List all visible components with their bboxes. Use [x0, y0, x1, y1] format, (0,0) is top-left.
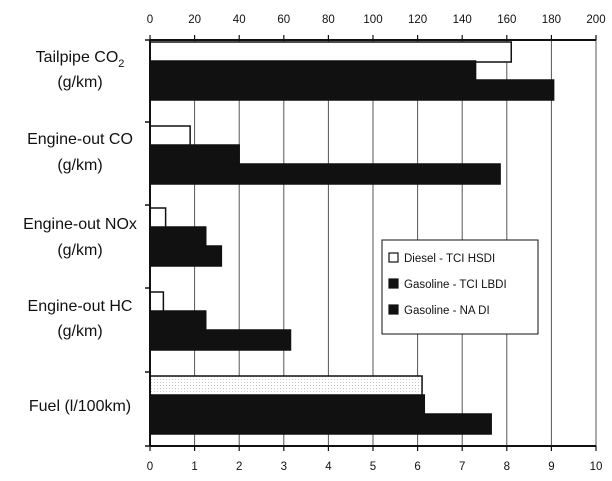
top-tick-label: 40: [233, 14, 246, 26]
category-label: (g/km): [57, 157, 102, 174]
top-tick-label: 20: [188, 14, 201, 26]
legend-box: [381, 239, 539, 335]
bar: [149, 163, 501, 185]
category-label: Engine-out CO: [27, 131, 133, 148]
top-axis-ticks: 0 20 40 60 80 100 120 140 160 180 200: [147, 14, 606, 40]
legend-label: Gasoline - TCI LBDI: [404, 279, 507, 291]
bar: [149, 329, 292, 351]
bar: [149, 375, 423, 397]
bottom-tick-label: 3: [281, 461, 287, 473]
bar: [149, 60, 477, 82]
legend-swatch: [388, 252, 399, 263]
category-label: (g/km): [57, 242, 102, 259]
top-tick-label: 0: [147, 14, 153, 26]
category-label-subscript: 2: [118, 58, 124, 70]
bar: [149, 79, 555, 101]
legend-label: Diesel - TCI HSDI: [404, 253, 495, 265]
bar: [149, 291, 165, 313]
bottom-tick-label: 9: [548, 461, 554, 473]
bottom-tick-label: 7: [459, 461, 465, 473]
top-tick-label: 60: [277, 14, 290, 26]
bottom-axis-ticks: 0 1 2 3 4 5 6 7 8 9 10: [147, 446, 603, 473]
category-label: Engine-out HC: [28, 298, 133, 315]
category-label: (g/km): [57, 74, 102, 91]
category-label: Fuel (l/100km): [29, 398, 131, 415]
bar: [149, 207, 167, 229]
bottom-tick-label: 6: [414, 461, 420, 473]
bar-marks: [149, 41, 555, 435]
bar: [149, 310, 207, 332]
bottom-tick-label: 1: [191, 461, 197, 473]
category-labels: Tailpipe CO2 (g/km) Engine-out CO (g/km) Eng…: [23, 49, 137, 415]
top-tick-label: 120: [408, 14, 427, 26]
bottom-tick-label: 10: [590, 461, 603, 473]
top-tick-label: 100: [363, 14, 382, 26]
top-tick-label: 80: [322, 14, 335, 26]
bottom-tick-label: 4: [325, 461, 332, 473]
bottom-tick-label: 2: [236, 461, 242, 473]
top-tick-label: 180: [542, 14, 561, 26]
bottom-tick-label: 8: [504, 461, 510, 473]
bar: [149, 144, 240, 166]
bottom-tick-label: 0: [147, 461, 153, 473]
top-tick-label: 200: [586, 14, 605, 26]
category-label: Tailpipe CO2: [36, 49, 125, 70]
legend: Diesel - TCI HSDI Gasoline - TCI LBDI Gaso…: [381, 239, 539, 335]
bar: [149, 413, 492, 435]
top-tick-label: 160: [497, 14, 516, 26]
category-label: Engine-out NOx: [23, 216, 137, 233]
bar: [149, 125, 191, 147]
bar: [149, 41, 513, 63]
bar: [149, 226, 207, 248]
legend-swatch: [388, 278, 399, 289]
bar: [149, 245, 223, 267]
category-label: (g/km): [57, 323, 102, 340]
legend-swatch: [388, 304, 399, 315]
bar: [149, 394, 426, 416]
bottom-tick-label: 5: [370, 461, 376, 473]
top-tick-label: 140: [453, 14, 472, 26]
legend-label: Gasoline - NA DI: [404, 305, 490, 317]
